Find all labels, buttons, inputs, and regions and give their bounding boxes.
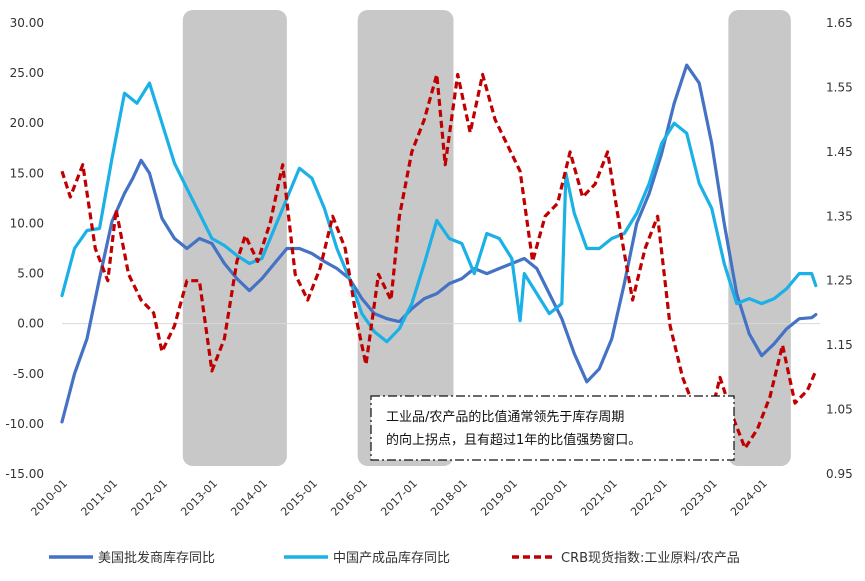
left-tick-label-9: 30.00: [10, 16, 44, 30]
left-tick-label-2: -5.00: [13, 367, 44, 381]
legend-label-us-wholesale: 美国批发商库存同比: [98, 550, 215, 566]
legend-item-crb-ratio: CRB现货指数:工业原料/农产品: [512, 550, 740, 566]
x-tick-label-2: 2012-01: [128, 477, 170, 519]
right-axis-ticks: 0.95 1.05 1.15 1.25 1.35 1.45 1.55 1.65: [826, 16, 853, 481]
right-tick-label-1: 1.05: [826, 403, 853, 417]
left-tick-label-4: 5.00: [17, 267, 44, 281]
left-tick-label-5: 10.00: [10, 216, 44, 230]
right-tick-label-3: 1.25: [826, 274, 853, 288]
series-line-china-inventory: [60, 81, 818, 344]
right-tick-label-5: 1.45: [826, 145, 853, 159]
x-tick-label-8: 2018-01: [428, 477, 470, 519]
x-tick-label-5: 2015-01: [278, 477, 320, 519]
x-tick-label-12: 2022-01: [628, 477, 670, 519]
series-line-us-wholesale: [60, 63, 818, 424]
legend-label-china-inventory: 中国产成品库存同比: [333, 550, 450, 566]
right-tick-label-4: 1.35: [826, 209, 853, 223]
right-tick-label-6: 1.55: [826, 80, 853, 94]
left-axis-ticks: -15.00 -10.00 -5.00 0.00 5.00 10.00 15.00 20.00…: [5, 16, 44, 481]
series-lines: [60, 63, 818, 450]
left-tick-label-7: 20.00: [10, 116, 44, 130]
right-tick-label-7: 1.65: [826, 16, 853, 30]
legend-label-crb-ratio: CRB现货指数:工业原料/农产品: [561, 550, 740, 566]
shaded-period-2: [357, 10, 454, 466]
x-tick-label-3: 2013-01: [178, 477, 220, 519]
shaded-period-3: [728, 10, 791, 466]
annotation-line-1: 工业品/农产品的比值通常领先于库存周期: [386, 409, 624, 425]
right-tick-label-0: 0.95: [826, 467, 853, 481]
legend-item-us-wholesale: 美国批发商库存同比: [49, 550, 215, 566]
left-tick-label-8: 25.00: [10, 66, 44, 80]
x-tick-label-0: 2010-01: [28, 477, 70, 519]
x-tick-label-6: 2016-01: [328, 477, 370, 519]
series-line-crb-ratio: [60, 72, 818, 450]
x-tick-label-11: 2021-01: [578, 477, 620, 519]
x-tick-label-1: 2011-01: [78, 477, 120, 519]
x-axis-ticks: 2010-01 2011-01 2012-01 2013-01 2014-01 2015-…: [28, 477, 769, 519]
left-tick-label-0: -15.00: [5, 467, 44, 481]
legend: 美国批发商库存同比 中国产成品库存同比 CRB现货指数:工业原料/农产品: [49, 550, 740, 566]
annotation-line-2: 的向上拐点，且有超过1年的比值强势窗口。: [386, 432, 641, 448]
x-tick-label-13: 2023-01: [678, 477, 720, 519]
left-tick-label-3: 0.00: [17, 317, 44, 331]
x-tick-label-9: 2019-01: [478, 477, 520, 519]
left-tick-label-1: -10.00: [5, 417, 44, 431]
left-tick-label-6: 15.00: [10, 166, 44, 180]
legend-item-china-inventory: 中国产成品库存同比: [284, 550, 450, 566]
right-tick-label-2: 1.15: [826, 338, 853, 352]
x-tick-label-14: 2024-01: [728, 477, 770, 519]
x-tick-label-7: 2017-01: [378, 477, 420, 519]
x-tick-label-4: 2014-01: [228, 477, 270, 519]
x-tick-label-10: 2020-01: [528, 477, 570, 519]
annotation-box: 工业品/农产品的比值通常领先于库存周期 的向上拐点，且有超过1年的比值强势窗口。: [370, 395, 735, 461]
